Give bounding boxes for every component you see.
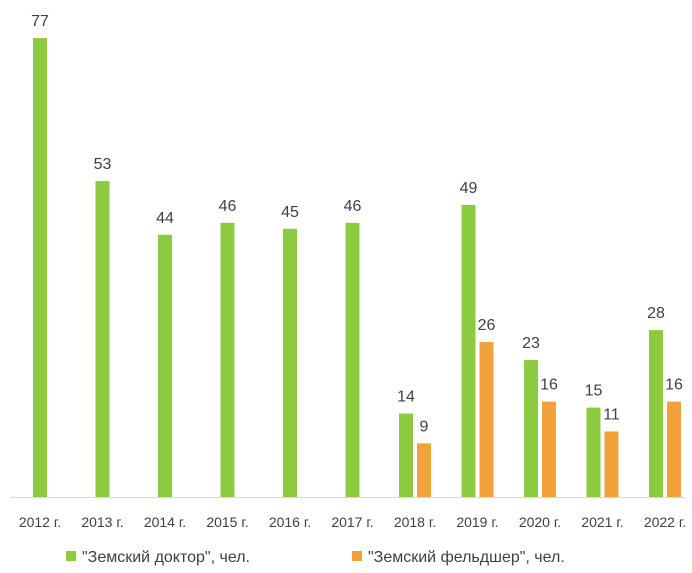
bar-value-label-zemsky-feldsher-10: 16	[665, 377, 683, 394]
x-tick-label-4: 2016 г.	[269, 514, 311, 530]
bar-value-label-zemsky-doctor-8: 23	[522, 335, 540, 352]
bar-zemsky-doctor-6	[399, 413, 413, 497]
bar-zemsky-feldsher-8	[542, 401, 556, 497]
x-tick-label-3: 2015 г.	[206, 514, 248, 530]
legend-swatch-zemsky-feldsher	[352, 551, 362, 561]
bar-value-label-zemsky-feldsher-9: 11	[603, 406, 620, 423]
bar-value-label-zemsky-feldsher-8: 16	[540, 377, 558, 394]
x-tick-label-9: 2021 г.	[581, 514, 623, 530]
legend-swatch-zemsky-doctor	[66, 551, 76, 561]
bar-value-label-zemsky-doctor-2: 44	[156, 210, 174, 227]
legend-item-zemsky-feldsher: "Земский фельдшер", чел.	[352, 549, 565, 566]
x-tick-label-7: 2019 г.	[456, 514, 498, 530]
x-tick-label-2: 2014 г.	[144, 514, 186, 530]
bar-value-label-zemsky-doctor-0: 77	[31, 13, 49, 30]
bar-value-label-zemsky-doctor-3: 46	[219, 198, 237, 215]
x-tick-label-1: 2013 г.	[81, 514, 123, 530]
bar-zemsky-doctor-2	[158, 234, 172, 497]
legend-label-zemsky-doctor: "Земский доктор", чел.	[82, 549, 250, 566]
x-tick-label-5: 2017 г.	[331, 514, 373, 530]
x-tick-label-6: 2018 г.	[394, 514, 436, 530]
bar-value-label-zemsky-doctor-5: 46	[344, 198, 362, 215]
bar-value-label-zemsky-doctor-9: 15	[585, 383, 603, 400]
bar-zemsky-doctor-10	[649, 330, 663, 497]
legend-item-zemsky-doctor: "Земский доктор", чел.	[66, 549, 250, 566]
bar-zemsky-feldsher-6	[417, 443, 431, 497]
x-tick-label-8: 2020 г.	[519, 514, 561, 530]
bar-zemsky-doctor-1	[95, 181, 110, 497]
bar-zemsky-doctor-9	[586, 407, 601, 497]
bar-value-label-zemsky-doctor-4: 45	[281, 204, 299, 221]
x-tick-label-0: 2012 г.	[19, 514, 61, 530]
x-tick-label-10: 2022 г.	[644, 514, 686, 530]
bar-value-label-zemsky-feldsher-6: 9	[420, 418, 429, 435]
bar-zemsky-doctor-7	[461, 204, 476, 497]
bar-zemsky-doctor-3	[220, 222, 235, 497]
bar-value-label-zemsky-doctor-10: 28	[647, 305, 665, 322]
bar-value-label-zemsky-doctor-1: 53	[94, 156, 112, 173]
bar-zemsky-doctor-8	[524, 359, 538, 497]
bar-value-label-zemsky-doctor-6: 14	[397, 389, 415, 406]
bar-zemsky-doctor-0	[33, 38, 47, 498]
legend-label-zemsky-feldsher: "Земский фельдшер", чел.	[368, 549, 565, 566]
bar-zemsky-feldsher-7	[479, 342, 494, 497]
bar-zemsky-doctor-5	[345, 222, 360, 497]
bar-zemsky-feldsher-9	[604, 431, 619, 497]
bar-value-label-zemsky-doctor-7: 49	[460, 180, 478, 197]
bar-value-label-zemsky-feldsher-7: 26	[478, 317, 496, 334]
bar-zemsky-feldsher-10	[667, 401, 681, 497]
bar-zemsky-doctor-4	[283, 228, 297, 498]
